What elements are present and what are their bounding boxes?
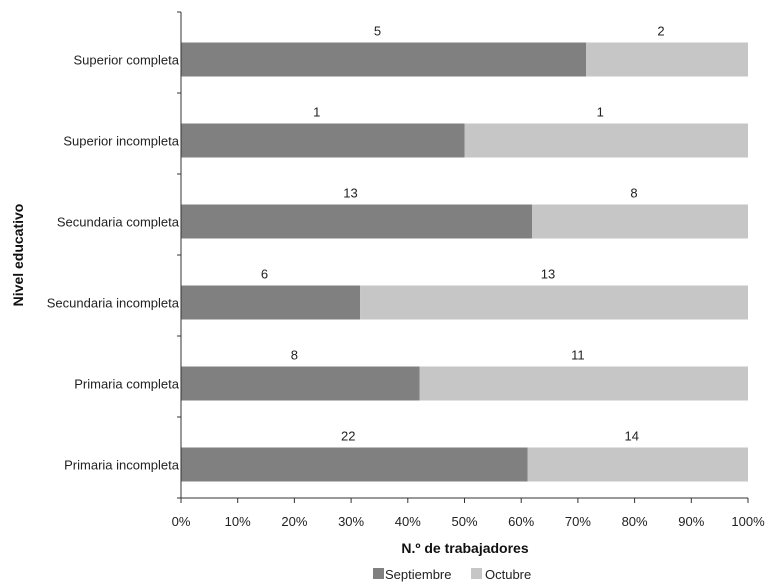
legend: Septiembre Octubre: [373, 567, 531, 582]
category-label-secundaria-incompleta: Secundaria incompleta: [47, 296, 180, 311]
x-axis-title: N.º de trabajadores: [401, 540, 528, 556]
bar-secundaria-incompleta-septiembre: [181, 285, 361, 320]
data-label-superior-incompleta-octubre: 1: [597, 105, 604, 120]
y-axis-title: Nivel educativo: [10, 204, 26, 307]
data-label-superior-incompleta-septiembre: 1: [313, 105, 320, 120]
category-label-superior-completa: Superior completa: [74, 53, 180, 68]
x-tick-label: 50%: [451, 514, 477, 529]
bar-superior-completa-septiembre: [181, 42, 586, 77]
bar-superior-incompleta-septiembre: [181, 123, 465, 158]
data-label-secundaria-incompleta-septiembre: 6: [261, 267, 268, 282]
legend-label-octubre: Octubre: [485, 567, 531, 582]
category-label-primaria-incompleta: Primaria incompleta: [64, 458, 180, 473]
bar-secundaria-completa-octubre: [532, 204, 748, 239]
bar-secundaria-completa-septiembre: [181, 204, 532, 239]
bar-superior-incompleta-octubre: [464, 123, 748, 158]
legend-swatch-septiembre: [373, 568, 384, 579]
bar-primaria-incompleta-septiembre: [181, 447, 528, 482]
x-tick-label: 70%: [565, 514, 591, 529]
bar-primaria-completa-octubre: [419, 366, 748, 401]
x-tick-label: 100%: [731, 514, 765, 529]
bar-secundaria-incompleta-octubre: [360, 285, 748, 320]
data-label-superior-completa-septiembre: 5: [374, 24, 381, 39]
data-label-primaria-completa-octubre: 11: [571, 348, 585, 363]
legend-label-septiembre: Septiembre: [385, 567, 451, 582]
x-tick-label: 60%: [508, 514, 534, 529]
data-label-secundaria-completa-septiembre: 13: [343, 186, 357, 201]
x-tick-label: 90%: [678, 514, 704, 529]
data-label-primaria-incompleta-septiembre: 22: [341, 429, 355, 444]
legend-swatch-octubre: [471, 568, 482, 579]
data-label-secundaria-completa-octubre: 8: [630, 186, 637, 201]
bar-primaria-completa-septiembre: [181, 366, 420, 401]
category-label-secundaria-completa: Secundaria completa: [57, 215, 180, 230]
bar-primaria-incompleta-octubre: [527, 447, 748, 482]
bar-superior-completa-octubre: [586, 42, 748, 77]
data-label-primaria-incompleta-octubre: 14: [625, 429, 639, 444]
category-label-primaria-completa: Primaria completa: [74, 377, 180, 392]
category-label-superior-incompleta: Superior incompleta: [63, 134, 179, 149]
x-tick-label: 80%: [622, 514, 648, 529]
x-tick-label: 30%: [338, 514, 364, 529]
data-label-primaria-completa-septiembre: 8: [291, 348, 298, 363]
ticks-group: Superior completa Superior incompleta Secu…: [47, 11, 765, 529]
x-tick-label: 20%: [281, 514, 307, 529]
x-tick-label: 10%: [225, 514, 251, 529]
x-tick-label: 40%: [395, 514, 421, 529]
x-tick-label: 0%: [172, 514, 191, 529]
data-label-secundaria-incompleta-octubre: 13: [541, 267, 555, 282]
data-label-superior-completa-octubre: 2: [657, 24, 664, 39]
